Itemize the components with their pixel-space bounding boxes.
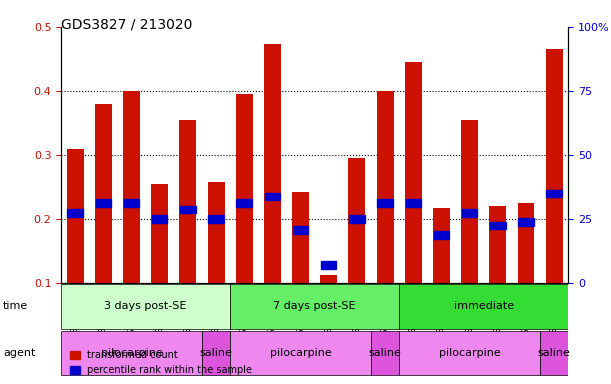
- Legend: transformed count, percentile rank within the sample: transformed count, percentile rank withi…: [66, 346, 256, 379]
- FancyBboxPatch shape: [61, 284, 230, 329]
- Bar: [124, 199, 139, 207]
- Bar: [462, 209, 477, 217]
- Bar: [518, 218, 534, 226]
- Bar: [265, 193, 280, 200]
- Bar: [376, 91, 393, 283]
- Bar: [406, 199, 421, 207]
- FancyBboxPatch shape: [61, 331, 202, 376]
- Bar: [490, 222, 505, 229]
- Bar: [546, 49, 563, 283]
- Bar: [180, 120, 196, 283]
- FancyBboxPatch shape: [371, 331, 399, 376]
- Bar: [518, 203, 535, 283]
- Text: immediate: immediate: [453, 301, 514, 311]
- Bar: [152, 184, 168, 283]
- Bar: [95, 104, 112, 283]
- Bar: [546, 190, 562, 197]
- FancyBboxPatch shape: [230, 284, 399, 329]
- Text: pilocarpine: pilocarpine: [439, 348, 500, 358]
- Text: GDS3827 / 213020: GDS3827 / 213020: [61, 17, 192, 31]
- Bar: [264, 44, 281, 283]
- Bar: [321, 262, 337, 269]
- Bar: [208, 215, 224, 223]
- Text: pilocarpine: pilocarpine: [101, 348, 163, 358]
- Bar: [348, 158, 365, 283]
- Bar: [434, 231, 449, 239]
- FancyBboxPatch shape: [202, 331, 230, 376]
- FancyBboxPatch shape: [399, 331, 540, 376]
- Bar: [236, 94, 253, 283]
- Bar: [433, 207, 450, 283]
- FancyBboxPatch shape: [540, 331, 568, 376]
- Text: saline: saline: [200, 348, 233, 358]
- Bar: [180, 205, 196, 213]
- Bar: [293, 226, 309, 234]
- Bar: [349, 215, 365, 223]
- Text: time: time: [3, 301, 28, 311]
- Bar: [489, 206, 507, 283]
- Bar: [208, 182, 224, 283]
- Text: saline: saline: [368, 348, 401, 358]
- Bar: [236, 199, 252, 207]
- Text: agent: agent: [3, 348, 35, 358]
- FancyBboxPatch shape: [230, 331, 371, 376]
- FancyBboxPatch shape: [399, 284, 568, 329]
- Bar: [378, 199, 393, 207]
- Bar: [95, 199, 111, 207]
- Text: 7 days post-SE: 7 days post-SE: [273, 301, 356, 311]
- Text: pilocarpine: pilocarpine: [269, 348, 331, 358]
- Bar: [152, 215, 167, 223]
- Bar: [67, 209, 83, 217]
- Text: 3 days post-SE: 3 days post-SE: [104, 301, 187, 311]
- Text: saline: saline: [538, 348, 571, 358]
- Bar: [292, 192, 309, 283]
- Bar: [67, 149, 84, 283]
- Bar: [123, 91, 140, 283]
- Bar: [320, 275, 337, 283]
- Bar: [405, 62, 422, 283]
- Bar: [461, 120, 478, 283]
